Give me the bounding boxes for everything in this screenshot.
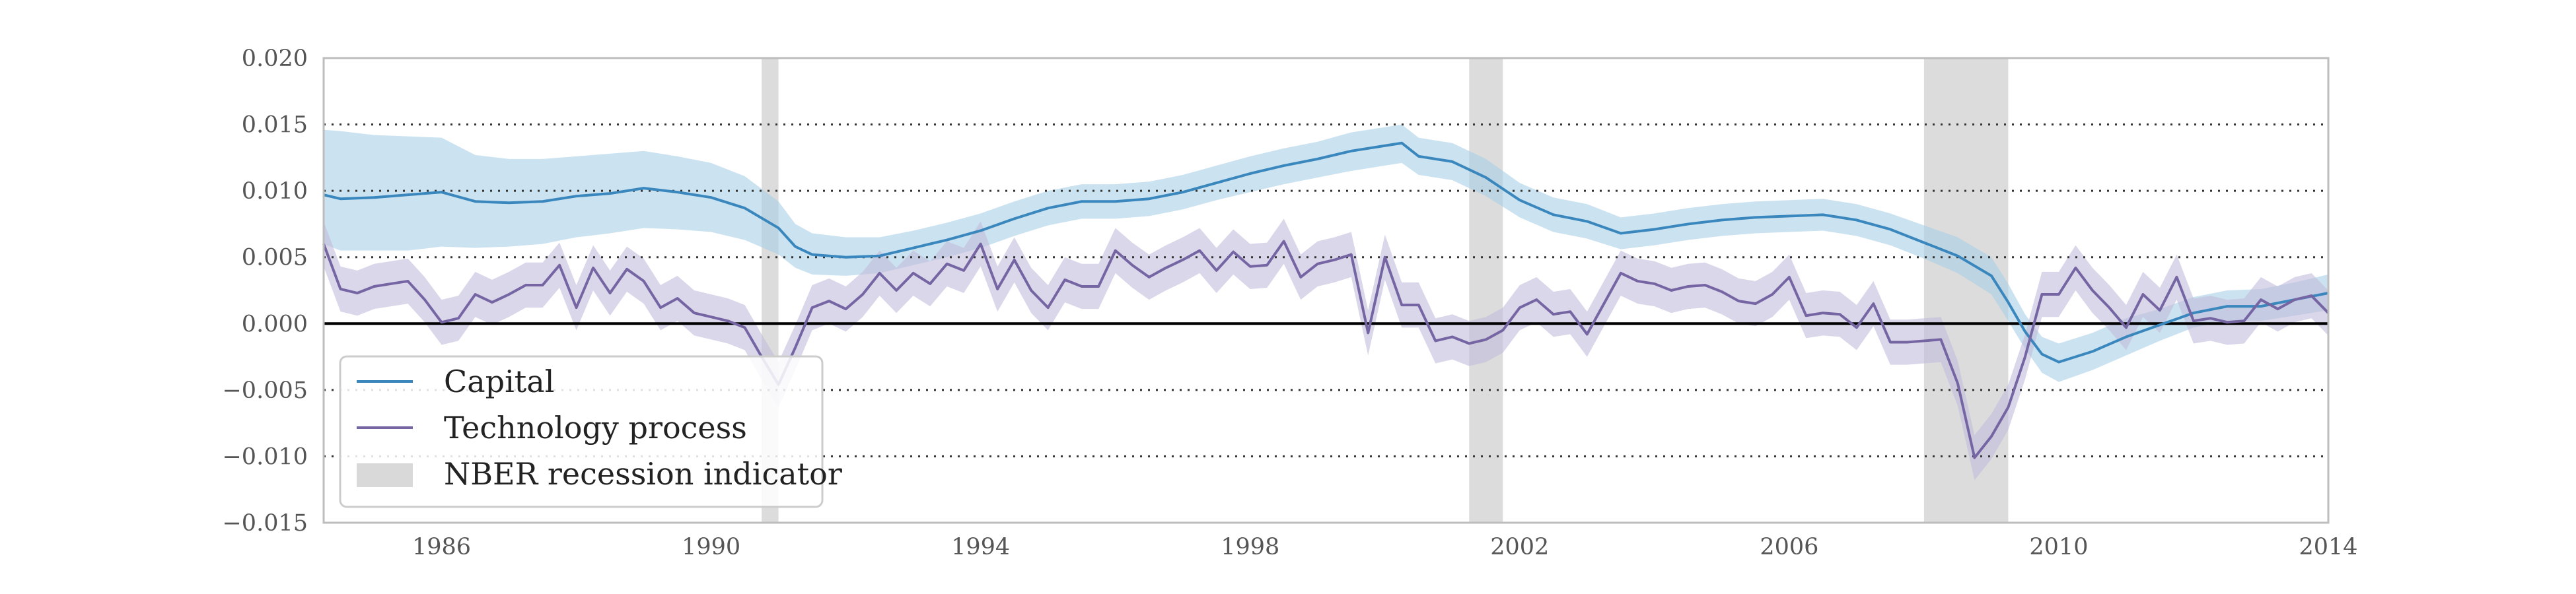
x-tick-label: 2006 — [1760, 534, 1818, 560]
confidence-band-0 — [324, 124, 2328, 382]
y-tick-label: −0.010 — [222, 444, 308, 470]
x-tick-label: 1986 — [412, 534, 471, 560]
series-line-layer — [322, 141, 2330, 459]
x-tick-label: 2010 — [2029, 534, 2088, 560]
x-tick-label: 1994 — [951, 534, 1010, 560]
x-axis-ticks: 1986 1990 1994 1998 2002 2006 2010 2014 — [412, 534, 2358, 560]
confidence-band-layer — [324, 124, 2328, 480]
legend-label-nber-recession: NBER recession indicator — [444, 456, 842, 492]
y-tick-label: −0.005 — [222, 378, 308, 404]
y-axis-ticks: −0.015 −0.010 −0.005 0.000 0.005 0.010 0.015 0.… — [222, 46, 308, 537]
x-tick-label: 1998 — [1221, 534, 1279, 560]
y-tick-label: 0.010 — [242, 178, 308, 205]
x-tick-label: 2002 — [1490, 534, 1549, 560]
y-tick-label: 0.020 — [242, 46, 308, 72]
legend-label-capital: Capital — [444, 364, 554, 399]
y-tick-label: 0.005 — [242, 245, 308, 271]
series-line-1 — [322, 240, 2330, 459]
series-line-0 — [323, 141, 2329, 364]
plot-frame — [322, 57, 2330, 524]
legend: Capital Technology process NBER recessio… — [339, 355, 842, 508]
y-tick-label: −0.015 — [222, 510, 308, 537]
recession-band-1 — [1469, 58, 1503, 523]
legend-label-technology-process: Technology process — [444, 410, 747, 446]
x-tick-label: 2014 — [2299, 534, 2357, 560]
y-tick-label: 0.015 — [242, 112, 308, 139]
x-tick-label: 1990 — [682, 534, 740, 560]
confidence-band-1 — [324, 218, 2328, 480]
legend-box — [339, 355, 824, 508]
legend-swatch-nber-recession — [357, 463, 413, 487]
y-tick-label: 0.000 — [242, 311, 308, 337]
